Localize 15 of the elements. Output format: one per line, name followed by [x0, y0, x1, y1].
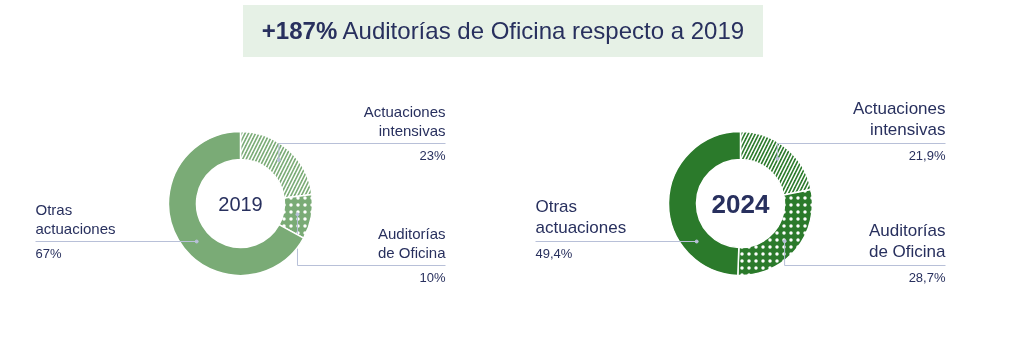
- text: 2024: [711, 188, 770, 219]
- text: +187% Auditorías de Oficina respecto a 2019: [243, 5, 763, 58]
- data-label: 10%: [419, 269, 446, 285]
- slice-label: Actuaciones intensivas: [852, 98, 946, 140]
- data-label: 23%: [419, 147, 446, 163]
- slice-label: Auditorías de Oficina: [868, 220, 947, 262]
- data-label: 49,4%: [535, 245, 573, 261]
- data-label: 28,7%: [908, 269, 946, 285]
- slice-label: Otras actuaciones: [535, 196, 627, 238]
- slice-label: Auditorías de Oficina: [377, 224, 447, 262]
- text: 2019: [218, 192, 263, 215]
- slice-label: Actuaciones intensivas: [363, 102, 446, 140]
- slice-label: Otras actuaciones: [35, 200, 116, 238]
- data-label: 67%: [35, 245, 62, 261]
- data-label: 21,9%: [908, 147, 946, 163]
